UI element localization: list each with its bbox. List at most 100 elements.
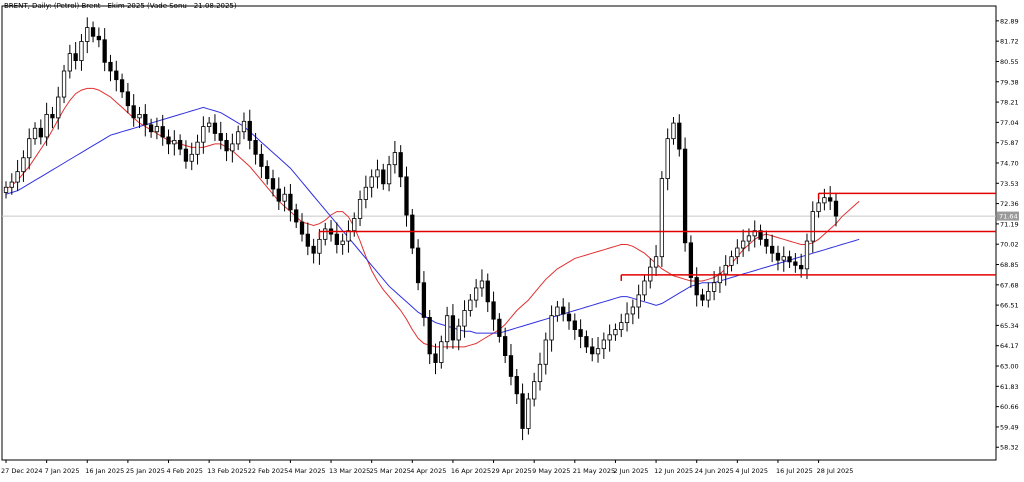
candle-body <box>38 127 43 138</box>
candle-body <box>677 122 682 150</box>
candle-body <box>735 247 740 258</box>
candle-body <box>671 122 676 140</box>
candle-body <box>108 61 113 72</box>
candle-body <box>398 152 403 178</box>
candle-body <box>96 35 102 41</box>
candle-body <box>619 322 624 330</box>
y-tick-label: 74.70 <box>1000 159 1019 167</box>
candle-body <box>688 242 694 278</box>
y-tick-label: 59.49 <box>1000 423 1019 431</box>
y-tick-label: 82.89 <box>1000 17 1019 25</box>
candle-body <box>520 393 525 429</box>
candle-body <box>828 197 833 202</box>
candle-body <box>549 315 554 341</box>
candle-body <box>85 27 90 42</box>
x-tick-label: 29 Apr 2025 <box>492 467 532 475</box>
candle-body <box>781 256 786 261</box>
candle-body <box>218 133 223 141</box>
plot-frame <box>1 5 997 461</box>
candle-body <box>439 341 444 363</box>
candle-body <box>729 256 734 266</box>
candle-body <box>15 171 20 183</box>
candle-body <box>323 228 328 240</box>
candle-body <box>270 178 276 190</box>
candle-body <box>833 200 839 217</box>
y-tick-label: 67.68 <box>1000 281 1019 289</box>
candle-body <box>265 166 270 179</box>
y-tick-label: 63.00 <box>1000 363 1019 371</box>
candle-body <box>543 339 548 365</box>
candle-body <box>508 355 514 377</box>
y-tick-label: 75.87 <box>1000 139 1019 147</box>
y-tick-label: 68.85 <box>1000 261 1019 269</box>
y-tick-label: 70.02 <box>1000 241 1019 249</box>
candle-body <box>642 280 647 296</box>
candle-body <box>450 315 456 341</box>
y-tick-label: 60.66 <box>1000 403 1019 411</box>
candle-body <box>659 178 665 258</box>
candle-body <box>561 306 566 315</box>
candle-body <box>282 193 287 202</box>
candle-body <box>711 282 717 292</box>
candle-body <box>334 233 339 245</box>
y-tick-label: 81.72 <box>1000 38 1019 46</box>
candle-body <box>166 136 171 145</box>
x-tick-label: 28 Jul 2025 <box>817 467 854 475</box>
candle-body <box>770 245 775 254</box>
candle-body <box>183 148 189 162</box>
last-price-label: 71.64 <box>999 213 1018 221</box>
candle-body <box>177 140 183 150</box>
candle-body <box>207 122 212 127</box>
x-tick-label: 25 Jan 2025 <box>126 467 165 475</box>
candle-body <box>27 138 32 159</box>
candle-body <box>201 126 206 143</box>
candle-body <box>415 247 421 284</box>
x-tick-label: 4 Jul 2025 <box>735 467 768 475</box>
candle-body <box>746 235 752 242</box>
candle-body <box>119 79 125 93</box>
x-tick-label: 16 Jan 2025 <box>85 467 124 475</box>
candle-body <box>381 169 386 185</box>
candle-body <box>804 240 810 270</box>
last-price-tag <box>997 211 1019 221</box>
candle-body <box>363 186 369 200</box>
candle-body <box>317 238 322 254</box>
candle-body <box>532 381 537 400</box>
candle-body <box>752 230 757 237</box>
candle-body <box>648 266 653 282</box>
y-tick-label: 61.83 <box>1000 383 1019 391</box>
y-tick-label: 73.53 <box>1000 180 1019 188</box>
candle-body <box>572 320 577 330</box>
x-tick-label: 24 Jun 2025 <box>695 467 734 475</box>
candle-body <box>125 91 131 107</box>
candle-body <box>3 186 9 193</box>
candle-body <box>682 148 688 244</box>
candle-body <box>21 157 26 173</box>
candle-body <box>491 301 496 320</box>
candle-body <box>172 140 177 145</box>
candle-body <box>404 176 409 216</box>
candle-body <box>468 299 473 311</box>
candle-body <box>590 346 595 355</box>
y-tick-label: 65.34 <box>1000 322 1019 330</box>
candle-body <box>497 318 502 337</box>
candle-body <box>578 329 583 337</box>
candle-body <box>148 124 154 133</box>
candle-body <box>601 339 606 350</box>
x-tick-label: 4 Feb 2025 <box>167 467 203 475</box>
candle-body <box>787 256 792 263</box>
candle-body <box>537 363 543 383</box>
candle-body <box>67 53 72 72</box>
candle-body <box>305 233 310 247</box>
candle-body <box>822 197 827 204</box>
candle-body <box>143 113 148 126</box>
x-tick-label: 4 Apr 2025 <box>410 467 446 475</box>
candle-body <box>526 398 531 429</box>
y-tick-label: 79.38 <box>1000 78 1019 86</box>
x-tick-label: 7 Jan 2025 <box>45 467 80 475</box>
candle-body <box>485 280 490 303</box>
candle-body <box>444 315 450 343</box>
y-tick-label: 78.21 <box>1000 99 1019 107</box>
candle-body <box>473 287 479 301</box>
